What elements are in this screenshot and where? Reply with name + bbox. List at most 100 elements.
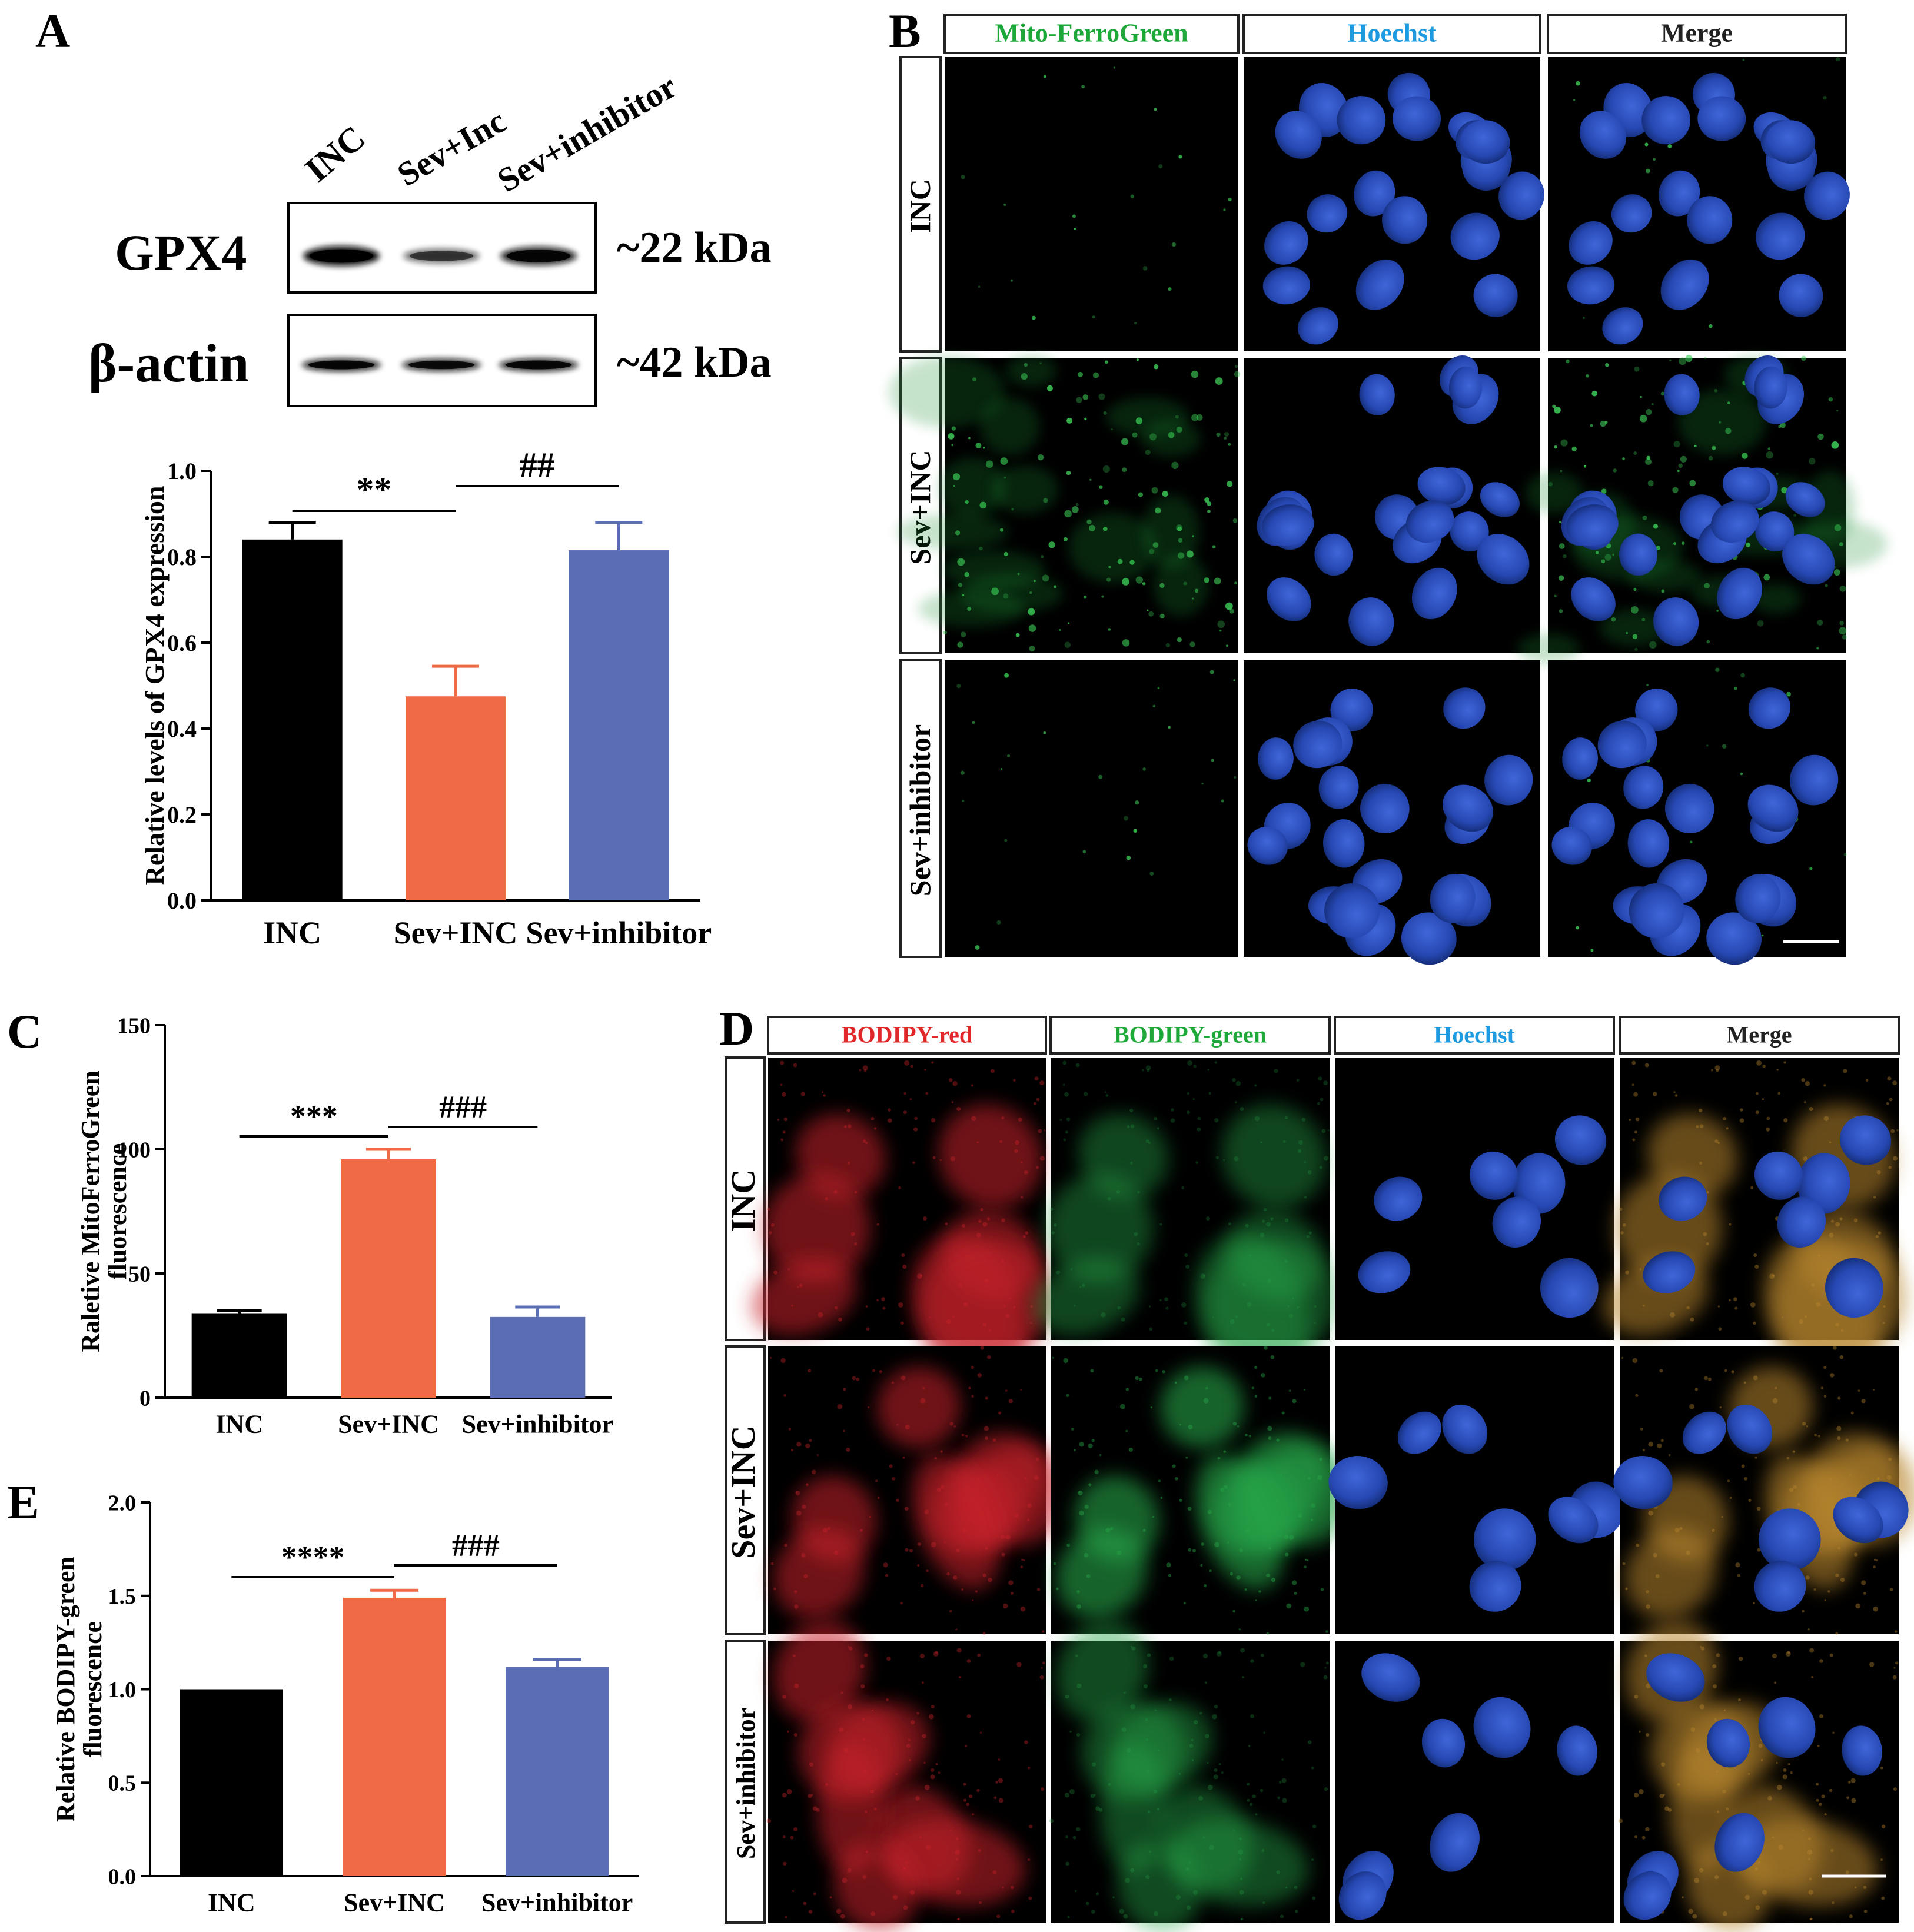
puncta — [1304, 1196, 1307, 1199]
puncta — [1082, 1283, 1085, 1288]
puncta — [1304, 1388, 1306, 1391]
puncta — [803, 1574, 808, 1578]
puncta — [862, 1874, 867, 1880]
column-header: Hoechst — [1347, 19, 1437, 48]
green-puncta — [1554, 445, 1557, 449]
puncta — [1197, 1127, 1201, 1132]
green-puncta — [1825, 584, 1828, 587]
green-puncta — [1680, 455, 1687, 463]
puncta — [1802, 1610, 1805, 1613]
green-puncta — [1214, 577, 1221, 585]
green-puncta — [1757, 620, 1764, 627]
puncta — [1827, 1590, 1830, 1593]
puncta — [961, 1588, 964, 1591]
puncta — [1101, 1312, 1106, 1318]
nucleus — [1706, 1718, 1750, 1768]
green-puncta — [1740, 772, 1743, 776]
puncta — [921, 1681, 924, 1684]
puncta — [1252, 1794, 1256, 1798]
column-header-box — [1242, 14, 1541, 54]
nucleus — [1348, 597, 1394, 646]
green-puncta — [1126, 855, 1131, 860]
puncta — [1319, 1457, 1323, 1461]
puncta — [1179, 1424, 1182, 1426]
puncta — [882, 1306, 886, 1310]
nucleus — [1267, 577, 1311, 621]
puncta — [1324, 1787, 1328, 1791]
puncta — [863, 1069, 867, 1072]
puncta — [1150, 1406, 1152, 1409]
puncta — [1188, 1425, 1193, 1430]
puncta — [1281, 1411, 1285, 1415]
puncta — [1284, 1259, 1288, 1263]
nucleus — [1842, 1725, 1882, 1776]
puncta — [979, 1731, 982, 1734]
puncta — [770, 1223, 775, 1227]
puncta — [1250, 1714, 1255, 1719]
puncta — [1005, 1534, 1011, 1540]
puncta — [980, 1345, 985, 1350]
puncta — [900, 1375, 906, 1381]
puncta — [1018, 1118, 1022, 1122]
puncta — [909, 1098, 912, 1100]
row-header-box — [725, 1640, 766, 1924]
green-puncta — [1228, 443, 1231, 446]
green-puncta — [1046, 385, 1053, 391]
puncta — [1324, 1667, 1327, 1669]
nucleus — [1275, 111, 1322, 159]
puncta — [1699, 1108, 1703, 1113]
puncta — [923, 1761, 926, 1764]
puncta — [1205, 1216, 1210, 1221]
green-puncta — [1576, 926, 1579, 930]
green-puncta — [1171, 461, 1179, 470]
puncta — [1185, 1456, 1188, 1459]
puncta — [850, 1232, 855, 1236]
green-puncta — [1038, 454, 1044, 461]
puncta — [1646, 1604, 1650, 1609]
puncta — [1029, 1824, 1033, 1829]
puncta — [916, 1712, 919, 1715]
green-puncta — [1763, 574, 1770, 581]
green-puncta — [1233, 679, 1235, 681]
puncta — [1073, 1449, 1076, 1452]
column-header: Mito-FerroGreen — [995, 19, 1188, 48]
puncta — [1830, 1373, 1835, 1378]
panel-e: E 0.0 0.5 1.0 1.5 2.0 Relative BODIPY-greenfl… — [7, 1475, 639, 1917]
puncta — [1076, 1590, 1080, 1594]
puncta — [1802, 1830, 1805, 1832]
puncta — [1633, 1092, 1638, 1097]
nucleus — [1714, 1813, 1765, 1872]
green-puncta — [1552, 404, 1556, 408]
puncta — [1170, 1118, 1175, 1123]
puncta — [1166, 1562, 1171, 1568]
puncta — [782, 1130, 786, 1134]
puncta — [1075, 1063, 1080, 1068]
puncta — [862, 1738, 866, 1741]
puncta — [1846, 1796, 1850, 1800]
puncta — [1622, 1223, 1626, 1227]
puncta — [1769, 1273, 1775, 1279]
puncta — [868, 1406, 870, 1409]
puncta — [1786, 1651, 1791, 1657]
green-puncta — [1228, 197, 1232, 202]
puncta — [1240, 1918, 1243, 1921]
puncta — [783, 1117, 788, 1122]
puncta — [1126, 1748, 1131, 1753]
puncta — [1193, 1720, 1198, 1725]
puncta — [1214, 1704, 1218, 1709]
puncta — [1001, 1259, 1004, 1263]
puncta — [1875, 1235, 1879, 1239]
puncta — [1753, 1253, 1757, 1258]
puncta — [1192, 1549, 1196, 1553]
puncta — [1239, 1858, 1241, 1861]
puncta — [1632, 1138, 1636, 1142]
cell-body — [921, 1239, 1054, 1364]
green-puncta — [975, 443, 982, 448]
bar — [490, 1316, 586, 1398]
puncta — [886, 1656, 891, 1661]
puncta — [770, 1562, 774, 1565]
puncta — [886, 1698, 889, 1701]
puncta — [1001, 1218, 1005, 1223]
nucleus — [1567, 266, 1615, 305]
puncta — [793, 1063, 798, 1068]
